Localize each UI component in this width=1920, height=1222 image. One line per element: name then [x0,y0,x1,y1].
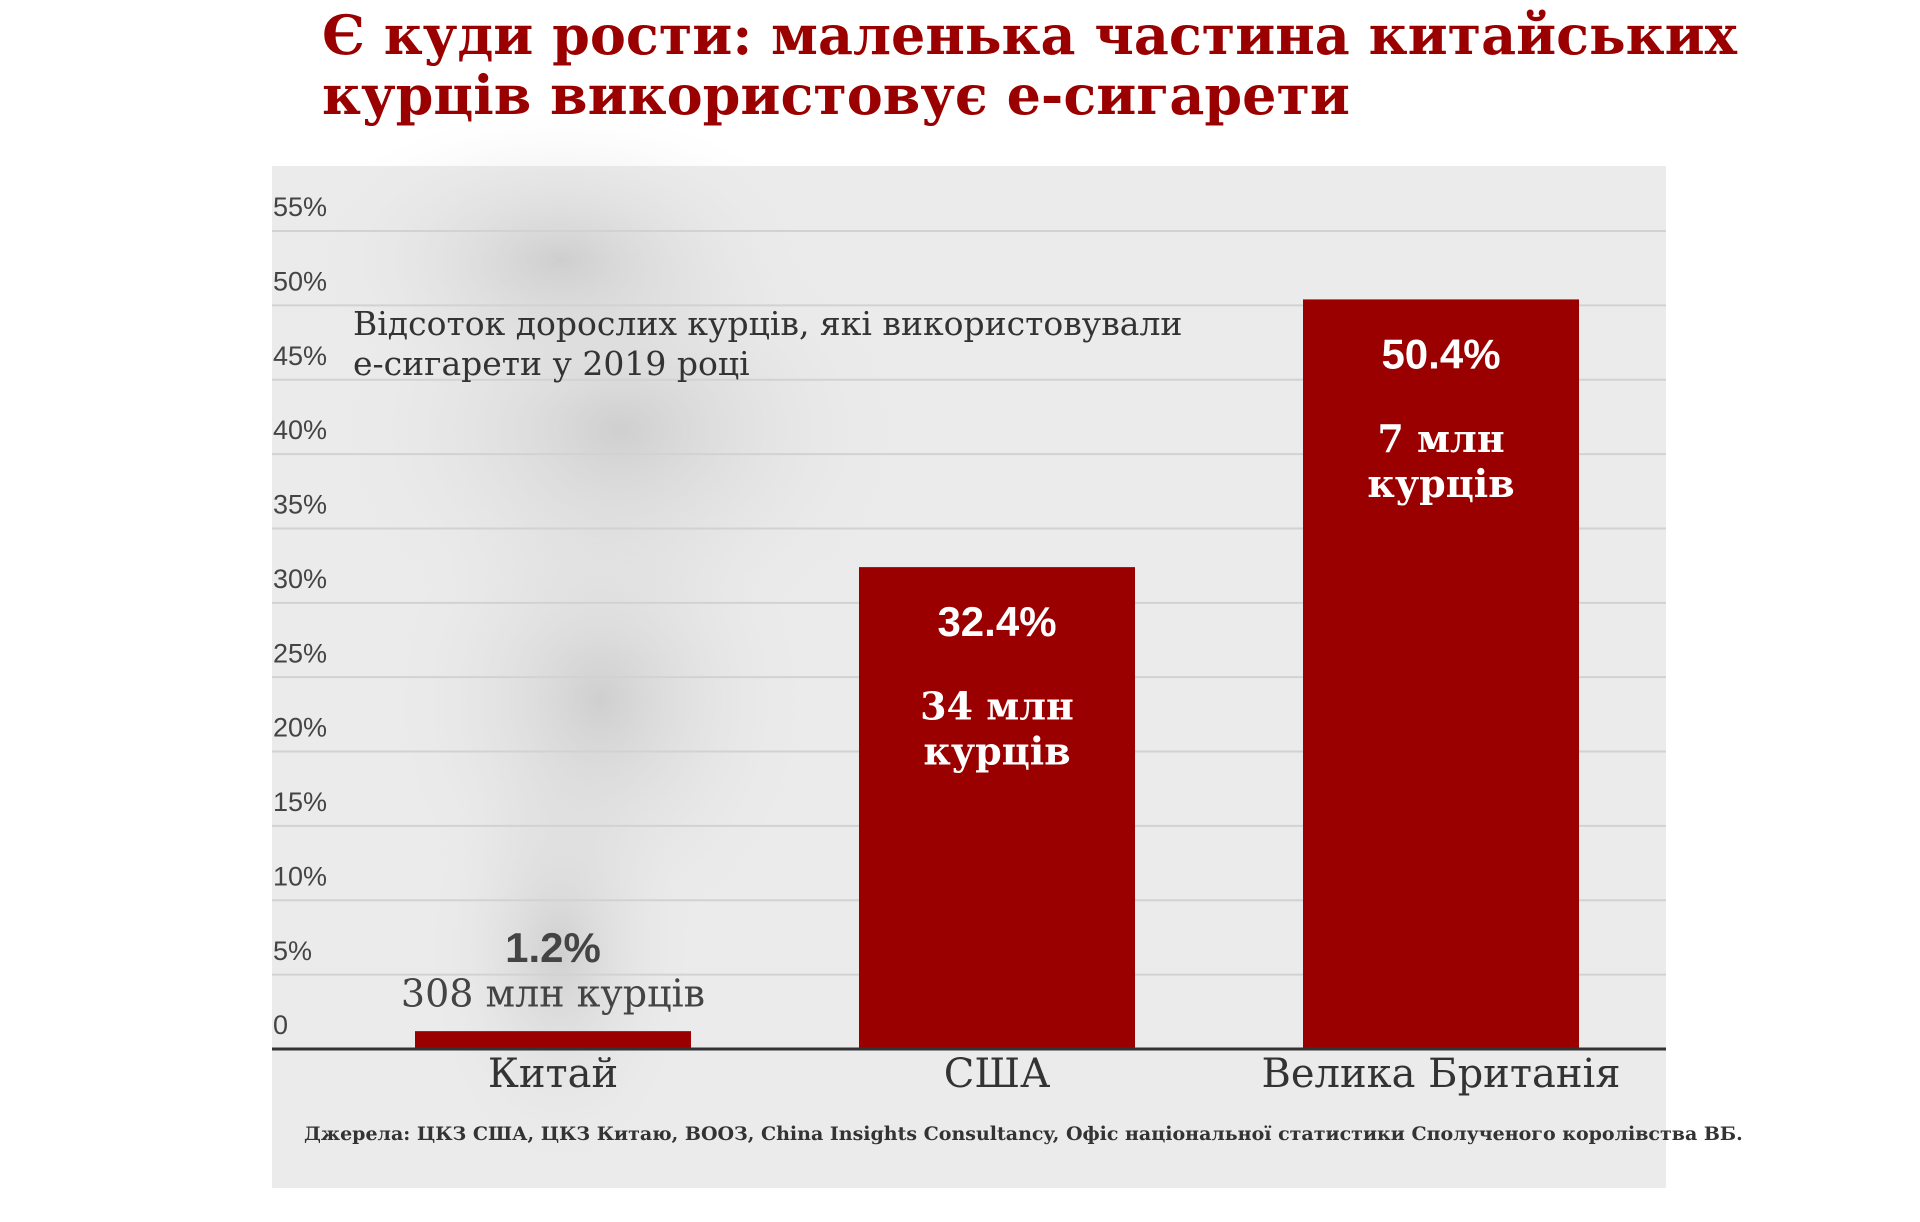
x-tick-label: США [944,1051,1051,1097]
title-line: курців використовує е-сигарети [322,63,1350,127]
x-tick-label: Велика Британія [1261,1051,1620,1097]
x-tick-label: Китай [488,1051,618,1097]
title: Є куди рости: маленька частина китайськи… [322,3,1738,127]
y-tick-label: 15% [273,787,327,817]
bar [415,1031,691,1049]
y-tick-label: 45% [273,341,327,371]
value-label: 1.2% [505,924,601,971]
y-tick-label: 40% [273,415,327,445]
y-tick-label: 35% [273,490,327,520]
y-tick-label: 50% [273,266,327,296]
bar [859,567,1135,1049]
bar-annotation: 7 млн [1377,416,1504,461]
y-tick-label: 55% [273,192,327,222]
y-tick-label: 5% [273,936,312,966]
value-label: 32.4% [937,598,1056,645]
y-tick-label: 10% [273,861,327,891]
y-tick-label: 30% [273,564,327,594]
y-tick-label: 0 [273,1010,288,1040]
title-line: Є куди рости: маленька частина китайськи… [322,3,1738,67]
bar-annotation: курців [1367,461,1514,506]
subtitle: е-сигарети у 2019 році [353,344,750,383]
source: Джерела: ЦКЗ США, ЦКЗ Китаю, ВООЗ, China… [304,1123,1743,1145]
y-tick-label: 20% [273,713,327,743]
bar-annotation: 34 млн [920,684,1074,729]
value-label: 50.4% [1381,331,1500,378]
subtitle: Відсоток дорослих курців, які використов… [353,304,1182,343]
smoke [300,110,920,1180]
bar [1303,299,1579,1049]
y-tick-label: 25% [273,638,327,668]
bar-annotation: 308 млн курців [401,972,705,1016]
bar-annotation: курців [923,729,1070,774]
